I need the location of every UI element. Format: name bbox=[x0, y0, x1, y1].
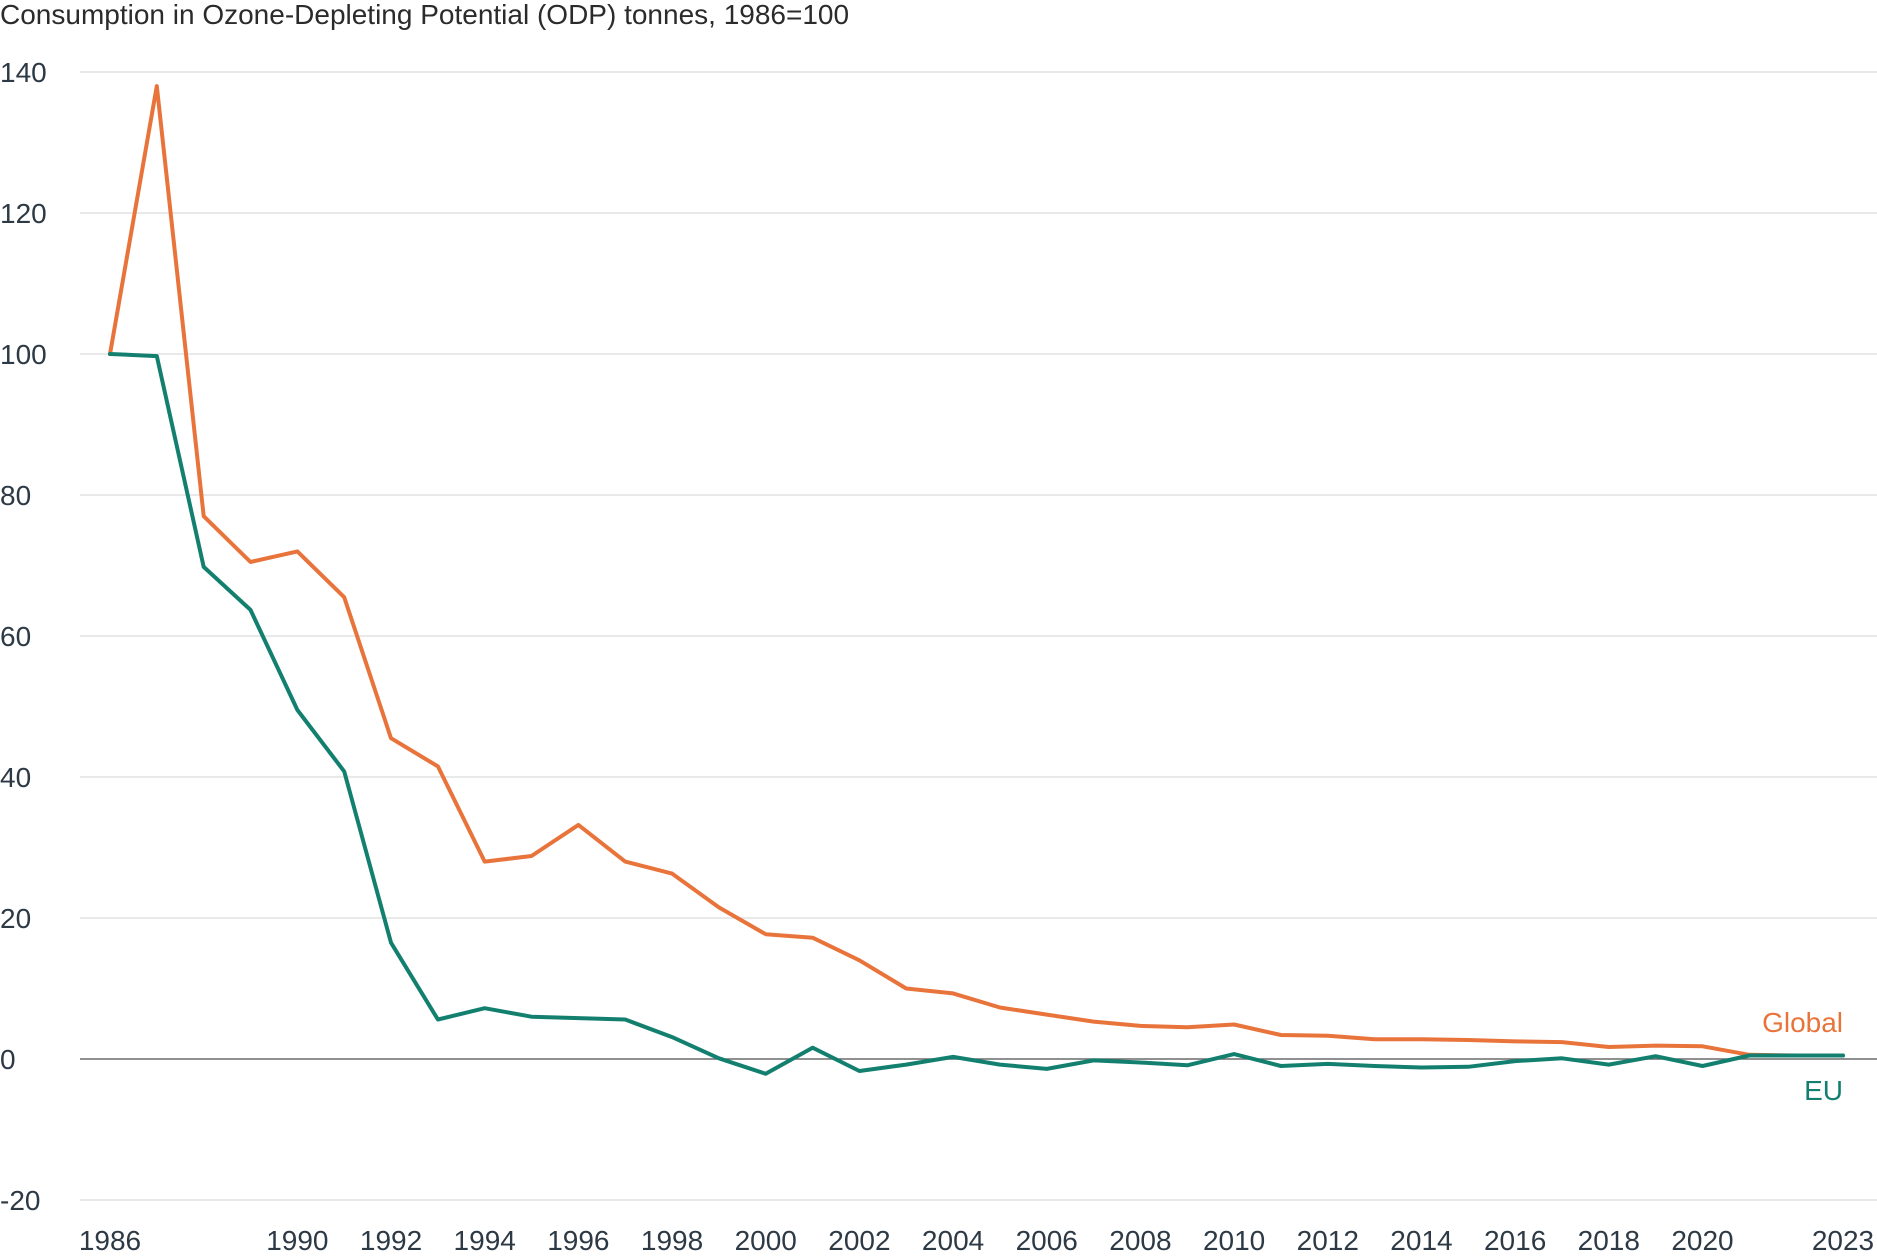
series-labels: Global EU bbox=[1762, 1007, 1843, 1106]
y-tick-label: 80 bbox=[0, 480, 31, 511]
x-tick-label: 2020 bbox=[1671, 1225, 1733, 1256]
y-tick-label: 40 bbox=[0, 762, 31, 793]
series-label-global: Global bbox=[1762, 1007, 1843, 1038]
x-tick-label: 2008 bbox=[1109, 1225, 1171, 1256]
y-tick-label: 20 bbox=[0, 903, 31, 934]
x-tick-label: 2010 bbox=[1203, 1225, 1265, 1256]
y-tick-label: 100 bbox=[0, 339, 47, 370]
x-tick-label: 1994 bbox=[454, 1225, 516, 1256]
chart-title: Consumption in Ozone-Depleting Potential… bbox=[0, 0, 849, 30]
x-tick-label: 2000 bbox=[735, 1225, 797, 1256]
x-tick-label: 2006 bbox=[1016, 1225, 1078, 1256]
x-tick-label: 1996 bbox=[547, 1225, 609, 1256]
x-tick-label: 1998 bbox=[641, 1225, 703, 1256]
x-tick-label: 2018 bbox=[1578, 1225, 1640, 1256]
x-tick-label: 2016 bbox=[1484, 1225, 1546, 1256]
x-tick-label: 1986 bbox=[79, 1225, 141, 1256]
series-label-eu: EU bbox=[1804, 1075, 1843, 1106]
x-axis-ticks: 1986 1990 1992 1994 1996 1998 2000 2002 2004 2006… bbox=[79, 1225, 1874, 1256]
x-tick-label: 2012 bbox=[1297, 1225, 1359, 1256]
y-tick-label: 60 bbox=[0, 621, 31, 652]
y-axis-ticks: 140 120 100 80 60 40 20 0 -20 bbox=[0, 57, 47, 1216]
x-tick-label: 2023 bbox=[1812, 1225, 1874, 1256]
y-tick-label: 120 bbox=[0, 198, 47, 229]
x-tick-label: 2002 bbox=[828, 1225, 890, 1256]
series-line-eu bbox=[108, 352, 1845, 1076]
x-tick-label: 1990 bbox=[266, 1225, 328, 1256]
x-tick-label: 2004 bbox=[922, 1225, 984, 1256]
y-tick-label: 0 bbox=[0, 1044, 16, 1075]
x-tick-label: 1992 bbox=[360, 1225, 422, 1256]
gridlines bbox=[80, 71, 1877, 1201]
series-line-global bbox=[108, 84, 1845, 1058]
y-tick-label: 140 bbox=[0, 57, 47, 88]
series-lines bbox=[108, 84, 1845, 1076]
y-tick-label: -20 bbox=[0, 1185, 40, 1216]
x-tick-label: 2014 bbox=[1390, 1225, 1452, 1256]
